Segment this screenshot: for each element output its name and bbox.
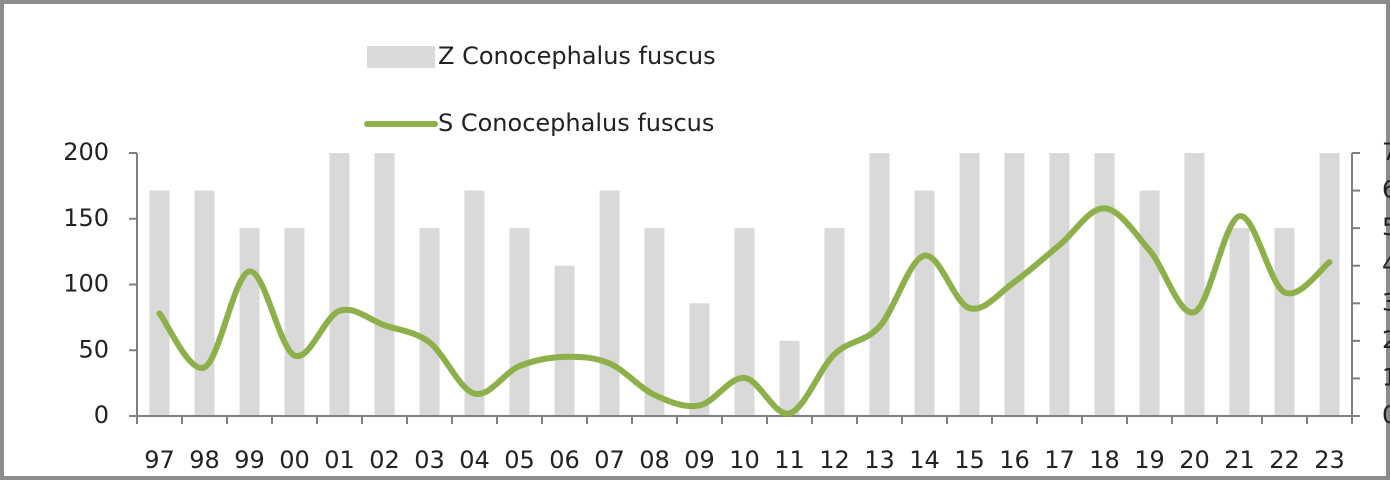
x-tick-label: 12 bbox=[819, 446, 850, 474]
x-tick-label: 05 bbox=[504, 446, 535, 474]
bar bbox=[1274, 228, 1295, 416]
x-tick-label: 06 bbox=[549, 446, 580, 474]
bar bbox=[239, 228, 260, 416]
x-tick-label: 00 bbox=[279, 446, 310, 474]
x-tick-label: 08 bbox=[639, 446, 670, 474]
y-tick-label: 0 bbox=[94, 401, 109, 429]
bar bbox=[374, 153, 395, 416]
bar bbox=[1094, 153, 1115, 416]
y2-tick-label: 5 bbox=[1382, 213, 1390, 241]
y2-tick-label: 2 bbox=[1382, 326, 1390, 354]
bar bbox=[599, 190, 620, 416]
bar bbox=[1049, 153, 1070, 416]
x-tick-label: 11 bbox=[774, 446, 805, 474]
x-tick-label: 21 bbox=[1224, 446, 1255, 474]
x-tick-label: 16 bbox=[999, 446, 1030, 474]
x-tick-label: 03 bbox=[414, 446, 445, 474]
y2-tick-label: 4 bbox=[1382, 251, 1390, 279]
bar bbox=[824, 228, 845, 416]
line bbox=[156, 205, 1333, 417]
y2-tick-label: 0 bbox=[1382, 401, 1390, 429]
y2-tick-label: 7 bbox=[1382, 138, 1390, 166]
legend-swatch bbox=[367, 46, 435, 68]
x-tick-label: 04 bbox=[459, 446, 490, 474]
bar bbox=[284, 228, 305, 416]
bar bbox=[1229, 228, 1250, 416]
legend-label: S Conocephalus fuscus bbox=[438, 109, 714, 137]
y-tick-label: 50 bbox=[78, 335, 109, 363]
bar bbox=[914, 190, 935, 416]
y-tick-label: 150 bbox=[63, 204, 109, 232]
bar bbox=[734, 228, 755, 416]
x-tick-label: 19 bbox=[1134, 446, 1165, 474]
x-tick-label: 98 bbox=[189, 446, 220, 474]
x-tick-label: 01 bbox=[324, 446, 355, 474]
x-tick-label: 20 bbox=[1179, 446, 1210, 474]
bar bbox=[419, 228, 440, 416]
bar bbox=[149, 190, 170, 416]
x-tick-label: 15 bbox=[954, 446, 985, 474]
y2-tick-label: 6 bbox=[1382, 176, 1390, 204]
bar bbox=[779, 340, 800, 416]
x-tick-label: 09 bbox=[684, 446, 715, 474]
x-tick-label: 17 bbox=[1044, 446, 1075, 474]
y2-tick-label: 3 bbox=[1382, 288, 1390, 316]
x-tick-label: 22 bbox=[1269, 446, 1300, 474]
bar bbox=[1184, 153, 1205, 416]
bar bbox=[554, 265, 575, 416]
x-tick-label: 18 bbox=[1089, 446, 1120, 474]
x-tick-label: 13 bbox=[864, 446, 895, 474]
bar bbox=[329, 153, 350, 416]
x-tick-label: 14 bbox=[909, 446, 940, 474]
x-tick-label: 07 bbox=[594, 446, 625, 474]
x-tick-label: 99 bbox=[234, 446, 265, 474]
x-tick-label: 97 bbox=[144, 446, 175, 474]
y-tick-label: 200 bbox=[63, 138, 109, 166]
x-tick-label: 02 bbox=[369, 446, 400, 474]
bar bbox=[1319, 153, 1340, 416]
y-tick-label: 100 bbox=[63, 270, 109, 298]
y2-tick-label: 1 bbox=[1382, 363, 1390, 391]
bar bbox=[509, 228, 530, 416]
x-tick-label: 10 bbox=[729, 446, 760, 474]
legend-label: Z Conocephalus fuscus bbox=[438, 42, 716, 70]
bar bbox=[869, 153, 890, 416]
bar bbox=[194, 190, 215, 416]
bar bbox=[644, 228, 665, 416]
bar bbox=[689, 303, 710, 416]
x-tick-label: 23 bbox=[1314, 446, 1345, 474]
bar bbox=[959, 153, 980, 416]
bar bbox=[1139, 190, 1160, 416]
bar bbox=[464, 190, 485, 416]
